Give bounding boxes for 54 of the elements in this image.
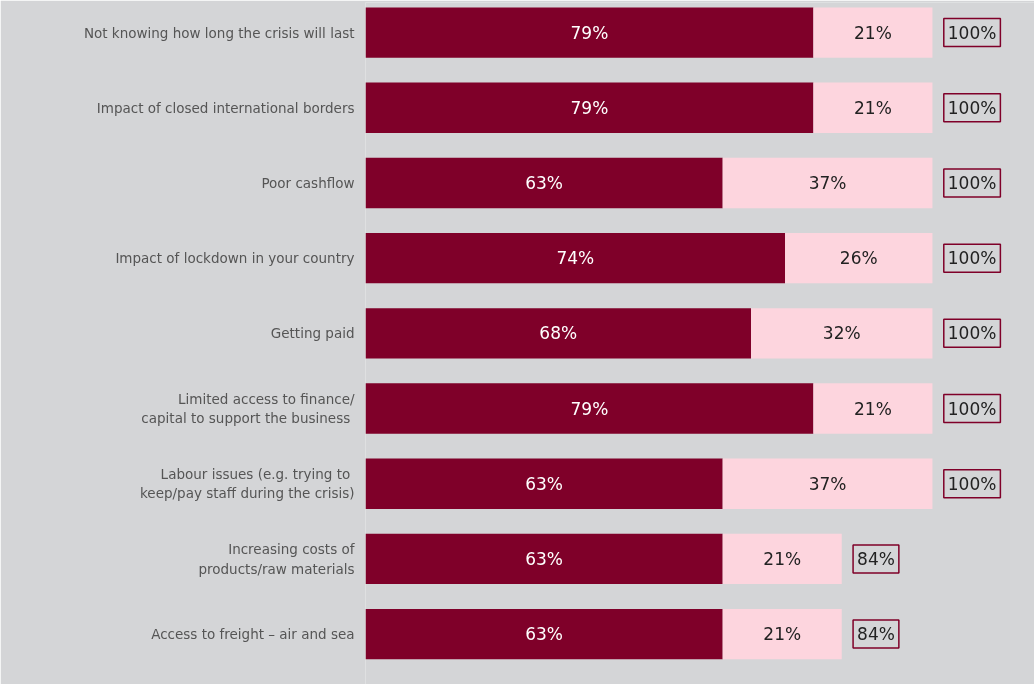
data-label: 79% <box>570 97 609 118</box>
data-label: 26% <box>839 248 878 269</box>
y-tick-label: Poor cashflow <box>261 174 355 191</box>
total-label: 100% <box>947 398 997 419</box>
total-label: 100% <box>947 22 997 43</box>
total-label: 100% <box>947 473 997 494</box>
data-label: 63% <box>525 473 563 494</box>
data-label: 63% <box>525 624 563 645</box>
bar <box>813 7 933 58</box>
total-label: 100% <box>947 248 997 269</box>
bar <box>813 383 933 434</box>
y-tick-label: Impact of closed international borders <box>96 99 355 116</box>
bar <box>365 308 752 359</box>
data-label: 21% <box>763 624 802 645</box>
data-label: 37% <box>808 172 847 193</box>
bar <box>365 7 814 58</box>
y-tick-label: Labour issues (e.g. trying to keep/pay staff during the crisis) <box>140 466 355 502</box>
y-tick-label: Access to freight – air and sea <box>151 626 355 643</box>
bar <box>365 458 723 509</box>
bar <box>722 157 933 209</box>
bar <box>365 157 723 209</box>
data-label: 63% <box>525 172 563 193</box>
data-label: 21% <box>854 22 892 43</box>
total-label: 84% <box>857 548 895 569</box>
bar <box>722 458 933 509</box>
bar <box>365 82 814 133</box>
data-label: 37% <box>808 473 847 494</box>
y-tick-label: Increasing costs of products/raw materials <box>198 541 356 577</box>
data-label: 32% <box>822 323 861 344</box>
bar <box>785 232 933 284</box>
total-label: 84% <box>857 624 895 645</box>
total-label: 100% <box>947 97 997 118</box>
bar <box>722 533 842 585</box>
y-tick-label: Not knowing how long the crisis will last <box>83 24 355 41</box>
y-tick-label: Getting paid <box>270 325 355 342</box>
bar <box>813 82 933 133</box>
data-label: 21% <box>854 398 892 419</box>
y-tick-label: Limited access to finance/ capital to support the business <box>141 390 355 427</box>
bar <box>365 533 723 585</box>
y-tick-label: Impact of lockdown in your country <box>115 250 355 267</box>
total-label: 100% <box>947 172 997 193</box>
data-label: 79% <box>570 22 609 43</box>
bar <box>722 608 842 660</box>
bar <box>365 383 814 434</box>
bar <box>751 308 933 359</box>
data-label: 74% <box>556 248 595 269</box>
bar <box>365 608 723 660</box>
data-label: 21% <box>854 97 892 118</box>
data-label: 79% <box>570 398 609 419</box>
data-label: 21% <box>763 548 802 569</box>
total-label: 100% <box>947 323 997 344</box>
data-label: 68% <box>539 323 578 344</box>
bar <box>365 232 786 284</box>
data-label: 63% <box>525 548 563 569</box>
